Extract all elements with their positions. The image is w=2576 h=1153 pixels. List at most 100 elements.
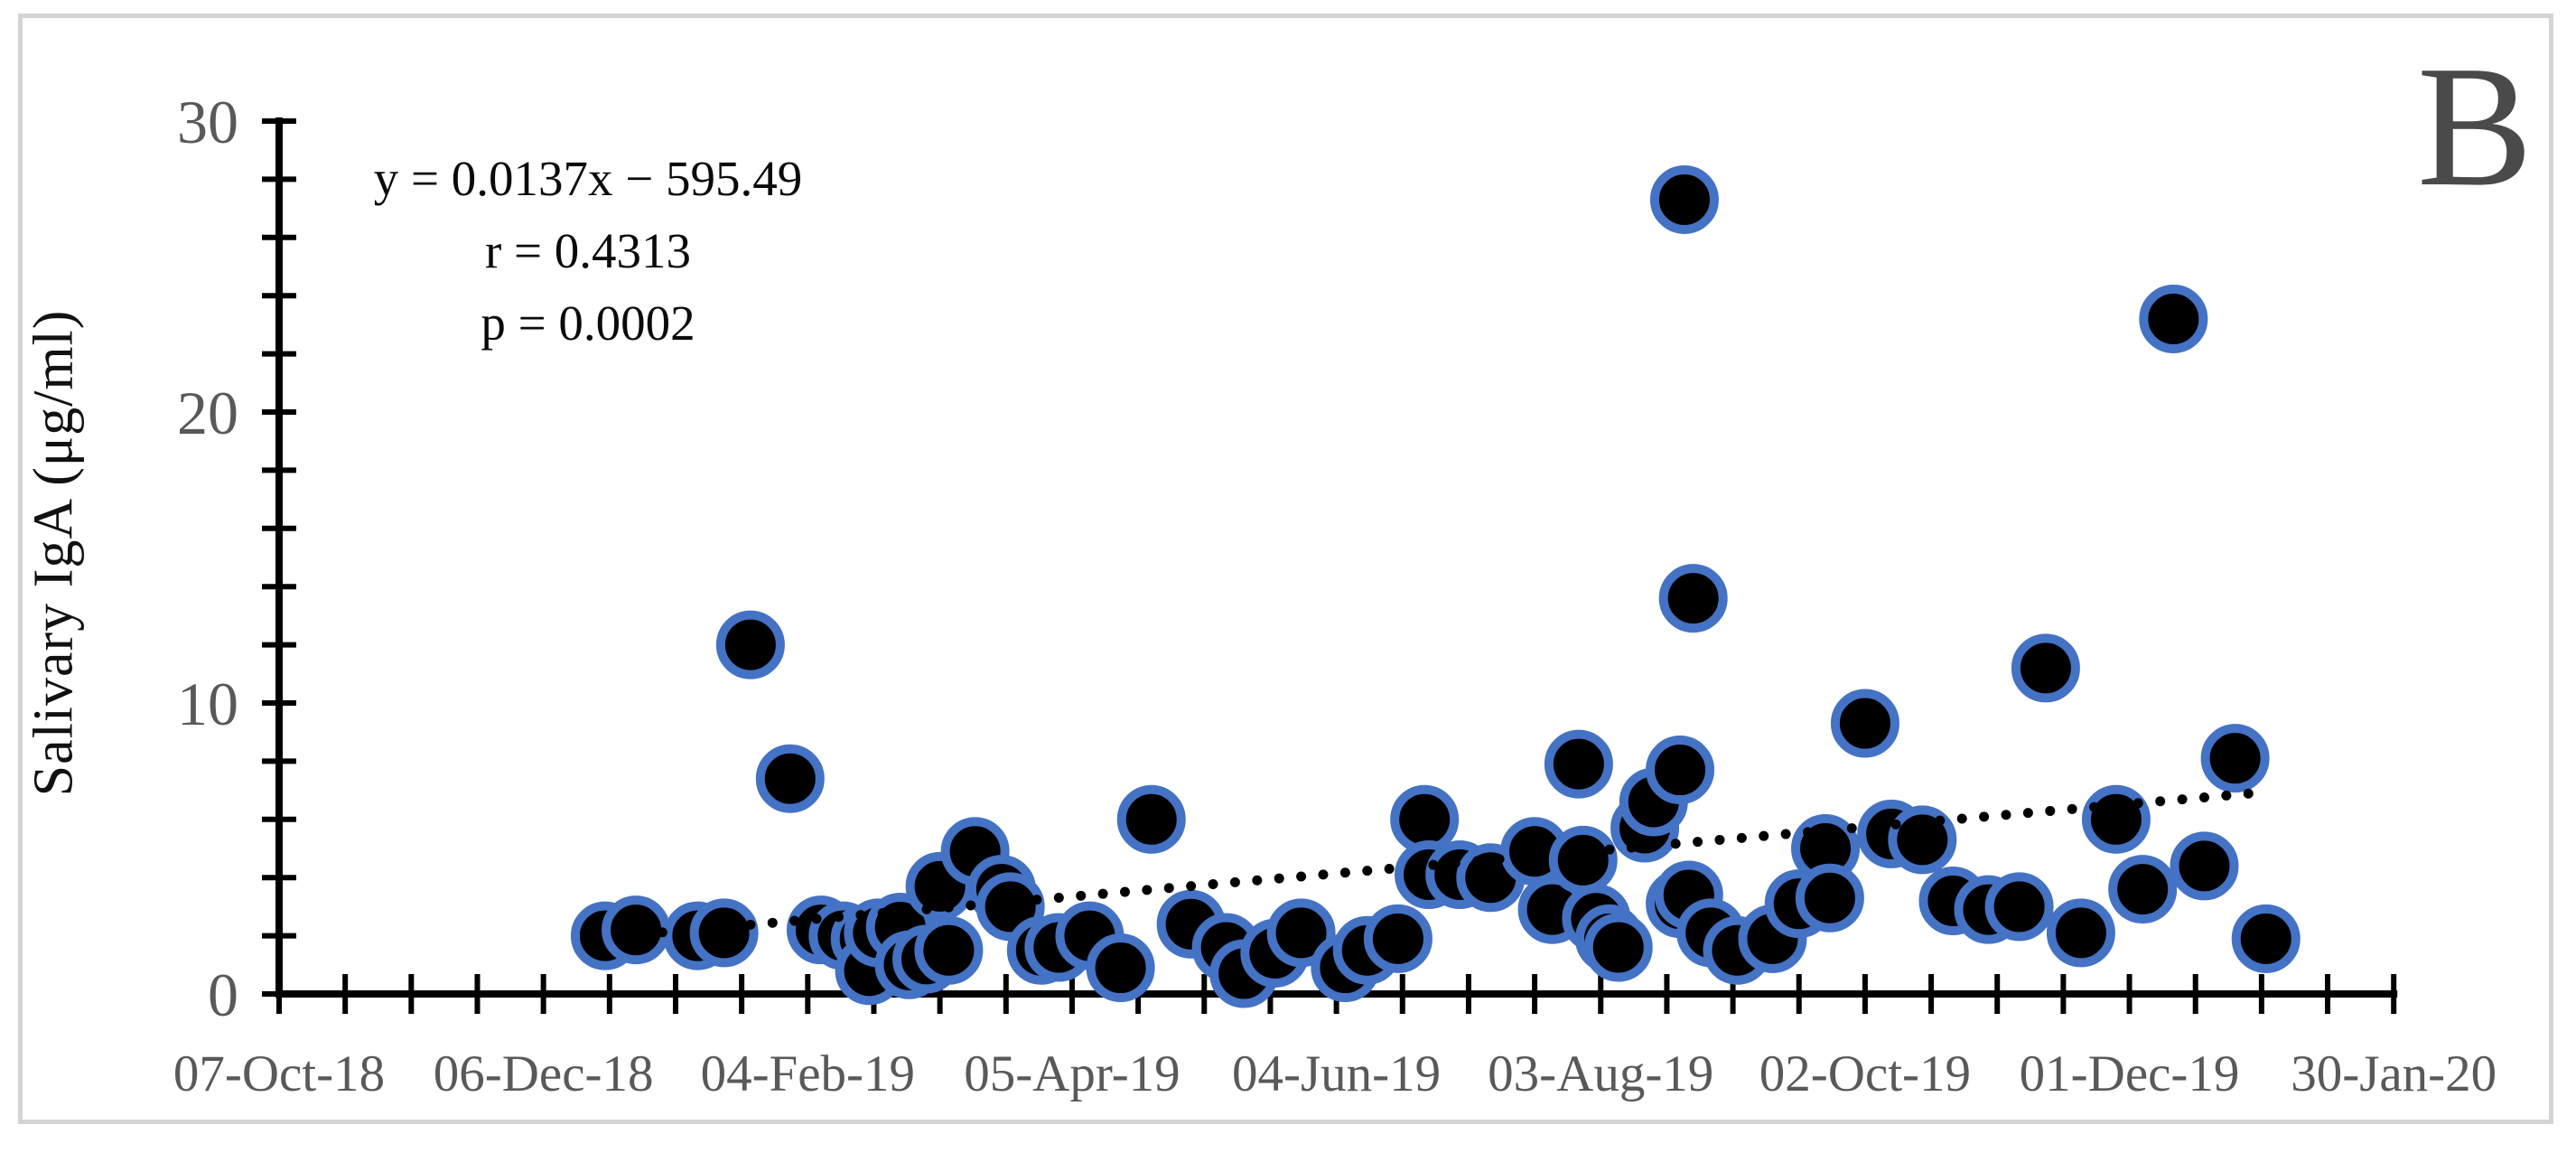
p-value: p = 0.0002 bbox=[481, 295, 695, 351]
trendline-dot bbox=[1494, 854, 1505, 865]
trendline-dot bbox=[1648, 840, 1659, 851]
trendline-dot bbox=[679, 925, 690, 936]
trendline-dot bbox=[1142, 885, 1153, 895]
data-point: 11-Nov-19: 11.2 bbox=[2011, 633, 2080, 703]
trendline-dot bbox=[1846, 823, 1857, 834]
trendline-dot bbox=[1208, 879, 1218, 890]
data-point: 05-Nov-19: 3 bbox=[1984, 872, 2054, 942]
regression-annotation: y = 0.0137x − 595.49 r = 0.4313 p = 0.00… bbox=[332, 143, 844, 360]
trendline-dot bbox=[1979, 811, 1990, 822]
trendline-dot bbox=[1825, 825, 1835, 836]
x-tick-label: 05-Apr-19 bbox=[964, 1045, 1180, 1102]
trendline-dot bbox=[1318, 869, 1329, 880]
data-point: 24-Sep-19: 3.3 bbox=[1795, 863, 1864, 933]
trendline-dot bbox=[943, 902, 954, 913]
trendline-dot bbox=[1604, 844, 1615, 855]
trendline-dot bbox=[2133, 798, 2143, 809]
trendline-dot bbox=[1935, 815, 1946, 826]
data-point: 30-Jul-19: 4.6 bbox=[1548, 825, 1618, 895]
x-tick-label: 03-Aug-19 bbox=[1488, 1045, 1713, 1102]
trendline-dot bbox=[1693, 837, 1703, 848]
trendline-dot bbox=[2155, 796, 2166, 807]
trendline-dot bbox=[767, 917, 778, 928]
trendline-dot bbox=[2045, 805, 2056, 816]
data-point: 16-Jan-19: 2.1 bbox=[689, 898, 759, 968]
data-point: 31-Dec-19: 1.9 bbox=[2231, 904, 2301, 973]
trendline-dot bbox=[1560, 848, 1571, 858]
trendline-dot bbox=[987, 898, 998, 909]
trendline-dot bbox=[1759, 830, 1769, 841]
trendline-dot bbox=[657, 927, 667, 938]
data-point: 19-Nov-19: 2.1 bbox=[2046, 898, 2115, 968]
x-tick-label: 02-Oct-19 bbox=[1759, 1045, 1971, 1102]
trendline-dot bbox=[1890, 819, 1901, 830]
trendline-dot bbox=[1339, 867, 1350, 878]
data-point: 02-Oct-19: 9.3 bbox=[1830, 689, 1899, 758]
trendline-dot bbox=[1869, 821, 1880, 832]
trendline-dot bbox=[1097, 888, 1108, 899]
trendline-dot bbox=[2001, 810, 2011, 820]
data-point: 21-Aug-19: 7.7 bbox=[1646, 736, 1715, 805]
trendline-dot bbox=[900, 905, 910, 916]
data-point: 22-Aug-19: 27.3 bbox=[1649, 164, 1719, 234]
x-tick-label: 01-Dec-19 bbox=[2020, 1045, 2240, 1102]
trendline-dot bbox=[1538, 850, 1549, 861]
regression-equation: y = 0.0137x − 595.49 bbox=[373, 151, 803, 206]
trendline-dot bbox=[701, 923, 712, 934]
correlation-r-value: r = 0.4313 bbox=[484, 223, 692, 278]
trendline-dot bbox=[966, 900, 976, 911]
trendline-dot bbox=[855, 910, 866, 921]
data-point: 24-Dec-19: 8.1 bbox=[2200, 724, 2270, 793]
trendline-dot bbox=[1912, 817, 1923, 828]
trendline-dot bbox=[789, 915, 800, 926]
data-point: 08-Mar-19: 1.5 bbox=[914, 915, 984, 985]
trendline-dot bbox=[1516, 852, 1526, 863]
trendline-dot bbox=[2111, 800, 2122, 811]
trendline-dot bbox=[877, 908, 888, 919]
data-point: 27-Dec-18: 2.2 bbox=[602, 895, 671, 965]
trendline-dot bbox=[1626, 842, 1637, 853]
trendline-dot bbox=[2177, 794, 2188, 805]
trendline-dot bbox=[2198, 792, 2209, 803]
panel-label: B bbox=[2417, 30, 2534, 222]
trendline-dot bbox=[1229, 876, 1240, 887]
trendline-dot bbox=[635, 929, 646, 940]
trendline-dot bbox=[1274, 873, 1284, 884]
data-point: 03-Dec-19: 3.6 bbox=[2108, 855, 2178, 924]
trendline-dot bbox=[1119, 886, 1130, 897]
trendline-dot bbox=[2022, 808, 2033, 819]
trendline-dot bbox=[2089, 801, 2100, 812]
trendline-dot bbox=[1076, 890, 1087, 901]
trendline-dot bbox=[2067, 803, 2077, 814]
data-point: 22-Jan-19: 12 bbox=[715, 610, 785, 680]
data-point: 23-Apr-19: 6 bbox=[1116, 784, 1186, 854]
x-tick-label: 04-Feb-19 bbox=[701, 1045, 915, 1102]
data-point: 24-Jun-19: 6 bbox=[1390, 784, 1460, 854]
trendline-dot bbox=[1031, 895, 1042, 905]
trendline-dot bbox=[1186, 881, 1197, 892]
y-axis-title: Salivary IgA (μg/ml) bbox=[23, 309, 85, 797]
data-point: 17-Dec-19: 4.4 bbox=[2170, 831, 2239, 901]
trendline-dot bbox=[1736, 832, 1747, 843]
trendline-dot bbox=[1428, 859, 1439, 870]
trendline-dot bbox=[1296, 871, 1307, 882]
trendline-dot bbox=[1010, 896, 1021, 907]
trendline-dot bbox=[1163, 883, 1174, 894]
y-tick-label: 10 bbox=[177, 670, 238, 738]
y-tick-label: 20 bbox=[177, 379, 238, 447]
trendline-dot bbox=[1384, 863, 1395, 874]
data-point: 29-Jul-19: 7.9 bbox=[1544, 729, 1613, 799]
trendline-dot bbox=[2221, 790, 2232, 801]
data-point: 24-Aug-19: 13.6 bbox=[1658, 564, 1728, 633]
x-tick-label: 07-Oct-18 bbox=[173, 1045, 385, 1102]
trendline-dot bbox=[1670, 839, 1681, 849]
trendline-dot bbox=[1956, 813, 1967, 824]
data-point: 16-Apr-19: 0.9 bbox=[1086, 933, 1155, 1003]
trendline-dot bbox=[1582, 846, 1593, 857]
data-point: 18-Jun-19: 1.9 bbox=[1363, 904, 1433, 973]
y-tick-label: 0 bbox=[208, 961, 238, 1029]
trendline-dot bbox=[1406, 861, 1417, 872]
data-point: 27-Nov-19: 6 bbox=[2081, 784, 2151, 854]
trendline-dot bbox=[745, 919, 756, 930]
data-point: 10-Dec-19: 23.2 bbox=[2139, 284, 2208, 353]
